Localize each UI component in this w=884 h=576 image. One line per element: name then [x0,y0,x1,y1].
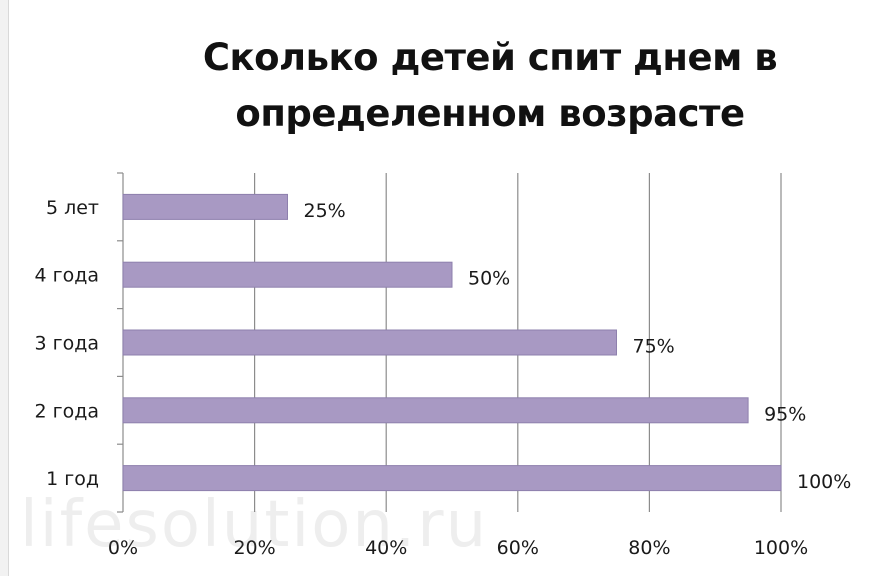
chart-title: Сколько детей спит днем в определенном в… [202,36,778,135]
bar [122,193,288,220]
label-layer: 0% 20% 40% 60% 80% 100% 5 лет 25% 4 года 50% 3 год… [34,197,851,559]
x-tick-label: 80% [628,537,670,559]
category-label: 3 года [34,333,99,355]
bar [122,329,617,356]
data-label: 100% [797,471,851,493]
bar [122,261,453,288]
data-label: 50% [468,268,510,290]
category-label: 1 год [46,468,99,490]
x-tick-label: 40% [365,537,407,559]
x-tick-label: 100% [754,537,808,559]
data-label: 75% [633,336,675,358]
bar-layer [122,193,782,492]
data-label: 95% [764,403,806,425]
x-tick-label: 20% [233,537,275,559]
category-label: 5 лет [46,197,99,219]
data-label: 25% [304,200,346,222]
category-label: 2 года [34,400,99,422]
axis-layer [117,172,124,513]
category-label: 4 года [34,265,99,287]
x-tick-label: 0% [108,537,138,559]
x-tick-label: 60% [497,537,539,559]
bar [122,465,782,492]
bar [122,397,749,424]
spreadsheet-edge [0,0,9,576]
